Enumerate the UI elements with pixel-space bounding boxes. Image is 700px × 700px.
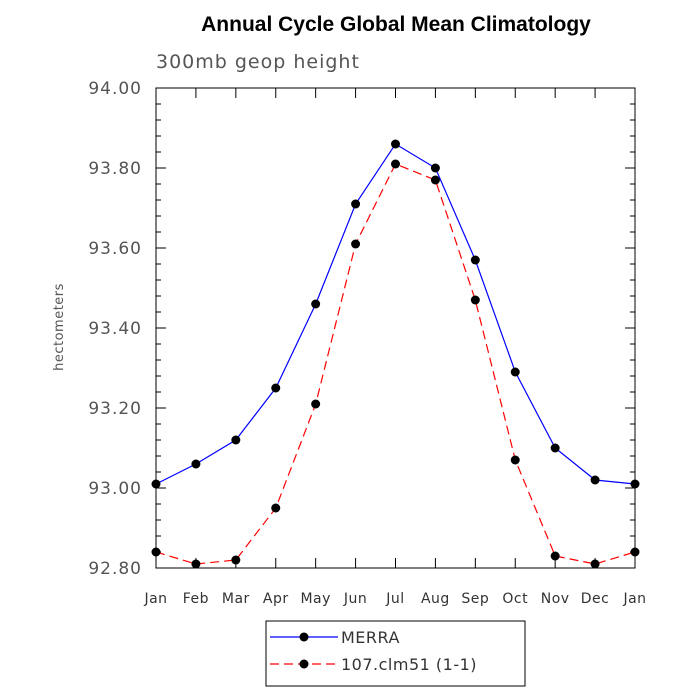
series-0-point — [271, 383, 281, 393]
x-tick-label: Oct — [502, 591, 528, 607]
series-0-point — [351, 199, 361, 209]
y-tick-labels: 92.80 93.00 93.20 93.40 93.60 93.80 94.00 — [88, 79, 142, 579]
series-1-point — [630, 547, 640, 557]
series-0-point — [311, 299, 321, 309]
legend-label-merra: MERRA — [341, 628, 400, 647]
series-1-point — [311, 399, 321, 409]
x-tick-label: Sep — [461, 591, 489, 607]
legend-label-clm51: 107.clm51 (1-1) — [341, 655, 477, 674]
y-tick-label: 93.80 — [88, 159, 142, 179]
x-tick-label: May — [300, 591, 330, 607]
series-1-point — [231, 555, 241, 565]
x-tick-label: Apr — [263, 591, 289, 607]
series-line-0 — [155, 143, 636, 485]
series-0-point — [510, 367, 520, 377]
legend-marker-merra — [299, 632, 309, 642]
legend-box — [265, 620, 526, 687]
series-0-point — [590, 475, 600, 485]
x-tick-label: Jun — [343, 591, 367, 607]
series-1-point — [391, 159, 400, 169]
x-tick-label: Dec — [581, 591, 610, 607]
series-line-1 — [155, 163, 636, 565]
series-1-point — [550, 551, 560, 561]
series-1-point — [470, 295, 480, 305]
series-0-point — [231, 435, 241, 445]
x-tick-label: Jan — [622, 591, 646, 607]
y-axis-label: hectometers — [52, 283, 67, 371]
series-1-point — [430, 175, 440, 185]
y-tick-label: 92.80 — [88, 559, 142, 579]
legend: MERRA 107.clm51 (1-1) — [265, 620, 526, 687]
series-0-point — [151, 479, 161, 489]
x-tick-label: Feb — [183, 591, 209, 607]
series-1-point — [590, 559, 600, 569]
x-tick-label: Mar — [222, 591, 250, 607]
x-tick-label: Nov — [541, 591, 570, 607]
x-tick-label: Jul — [385, 591, 404, 607]
series-0-point — [191, 459, 201, 469]
y-tick-label: 94.00 — [88, 79, 142, 99]
series-0-point — [391, 139, 400, 149]
y-tick-label: 93.60 — [88, 239, 142, 259]
y-tick-label: 93.20 — [88, 399, 142, 419]
series-0-point — [630, 479, 640, 489]
y-tick-label: 93.00 — [88, 479, 142, 499]
y-tick-label: 93.40 — [88, 319, 142, 339]
series-1-point — [271, 503, 281, 513]
legend-marker-clm51 — [299, 659, 309, 669]
series-1-point — [191, 559, 201, 569]
x-tick-label: Aug — [421, 591, 450, 607]
chart-subtitle: 300mb geop height — [156, 51, 360, 73]
chart-title: Annual Cycle Global Mean Climatology — [201, 13, 591, 36]
x-tick-labels: Jan Feb Mar Apr May Jun Jul Aug Sep Oct Nov Dec Jan — [143, 591, 646, 607]
series-1-point — [351, 239, 361, 249]
series-0-point — [430, 163, 440, 173]
series-1-point — [510, 455, 520, 465]
series-0-point — [550, 443, 560, 453]
series-1-point — [151, 547, 161, 557]
x-tick-label: Jan — [143, 591, 167, 607]
series-0-point — [470, 255, 480, 265]
series-layer — [151, 139, 640, 569]
